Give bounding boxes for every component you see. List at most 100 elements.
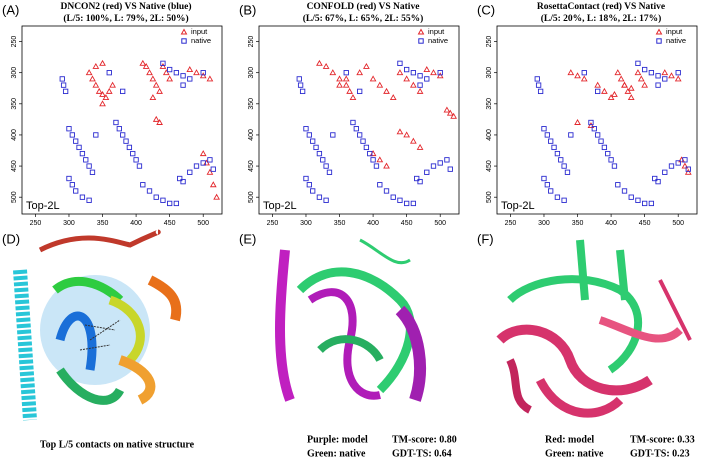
point bbox=[662, 169, 668, 175]
x-tick-label: 400 bbox=[605, 220, 617, 227]
point bbox=[685, 166, 691, 172]
point bbox=[681, 162, 689, 169]
point bbox=[193, 69, 200, 76]
x-tick-label: 250 bbox=[30, 220, 42, 227]
structure-d bbox=[13, 229, 182, 421]
point bbox=[209, 181, 217, 188]
point bbox=[383, 162, 390, 169]
point bbox=[409, 137, 417, 144]
point bbox=[336, 81, 343, 88]
point bbox=[149, 75, 157, 82]
point bbox=[120, 88, 126, 95]
point bbox=[360, 138, 366, 144]
chart-subtitle: (L/5: 67%, L: 65%, 2L: 55%) bbox=[303, 13, 424, 24]
caption: Green: native bbox=[307, 448, 366, 459]
point bbox=[370, 157, 376, 163]
point bbox=[69, 182, 75, 188]
point bbox=[59, 76, 65, 82]
point bbox=[637, 75, 645, 82]
point bbox=[116, 126, 122, 132]
point bbox=[561, 163, 567, 169]
point bbox=[95, 87, 103, 94]
caption: Green: native bbox=[545, 448, 604, 459]
point bbox=[396, 128, 404, 135]
point bbox=[177, 175, 183, 182]
point bbox=[403, 75, 411, 82]
point bbox=[627, 94, 635, 101]
point bbox=[186, 66, 194, 73]
point bbox=[313, 144, 319, 151]
point bbox=[316, 59, 323, 66]
point bbox=[548, 188, 554, 194]
point bbox=[79, 194, 86, 200]
y-tick-label: 300 bbox=[486, 67, 493, 79]
point bbox=[396, 69, 404, 76]
y-tick-label: 350 bbox=[248, 98, 255, 110]
point bbox=[554, 194, 561, 200]
y-tick-label: 300 bbox=[248, 67, 255, 79]
point bbox=[535, 82, 542, 88]
point bbox=[89, 75, 96, 82]
point bbox=[323, 197, 329, 203]
point bbox=[86, 163, 92, 169]
point bbox=[146, 69, 153, 76]
point bbox=[621, 188, 628, 194]
point bbox=[614, 69, 622, 76]
point bbox=[180, 178, 186, 185]
structure-f bbox=[496, 239, 692, 418]
legend-label: native bbox=[191, 36, 211, 45]
point bbox=[306, 132, 312, 138]
point bbox=[369, 75, 377, 82]
x-tick-label: 250 bbox=[267, 220, 279, 227]
point bbox=[601, 87, 608, 94]
point bbox=[323, 163, 329, 169]
point bbox=[390, 194, 396, 200]
point bbox=[652, 175, 658, 182]
chart-title: DNCON2 (red) VS Native (blue) bbox=[60, 1, 191, 12]
y-tick-label: 450 bbox=[11, 160, 18, 172]
point bbox=[62, 88, 69, 95]
point bbox=[73, 188, 79, 194]
x-tick-label: 500 bbox=[197, 220, 209, 227]
point bbox=[316, 150, 323, 157]
point bbox=[140, 182, 146, 188]
point bbox=[343, 70, 349, 76]
point bbox=[564, 169, 571, 175]
legend-label: native bbox=[428, 36, 448, 45]
point bbox=[595, 88, 601, 95]
point bbox=[675, 160, 681, 166]
point bbox=[99, 90, 106, 97]
point bbox=[310, 188, 316, 194]
point bbox=[443, 106, 451, 113]
point bbox=[316, 194, 323, 200]
legend-label: input bbox=[666, 27, 683, 36]
point bbox=[99, 59, 106, 66]
legend-marker bbox=[417, 28, 425, 35]
point bbox=[417, 73, 423, 79]
point bbox=[674, 75, 682, 82]
point bbox=[310, 138, 316, 144]
point bbox=[574, 118, 581, 125]
point bbox=[561, 197, 567, 203]
point bbox=[89, 169, 96, 175]
y-tick-label: 400 bbox=[11, 129, 18, 141]
point bbox=[423, 66, 431, 73]
point bbox=[661, 69, 669, 76]
point bbox=[417, 82, 423, 88]
point bbox=[322, 62, 330, 69]
x-tick-label: 300 bbox=[538, 220, 550, 227]
point bbox=[303, 175, 309, 182]
point bbox=[668, 72, 675, 79]
point bbox=[93, 132, 99, 138]
point bbox=[397, 60, 403, 67]
point bbox=[306, 182, 312, 188]
point bbox=[113, 119, 119, 126]
point bbox=[417, 178, 423, 185]
plot-frame bbox=[496, 25, 698, 215]
point bbox=[180, 73, 186, 79]
point bbox=[404, 66, 410, 73]
point bbox=[447, 166, 453, 172]
caption: GDT-TS: 0.64 bbox=[392, 448, 452, 459]
point bbox=[69, 132, 75, 138]
y-tick-label: 450 bbox=[486, 160, 493, 172]
